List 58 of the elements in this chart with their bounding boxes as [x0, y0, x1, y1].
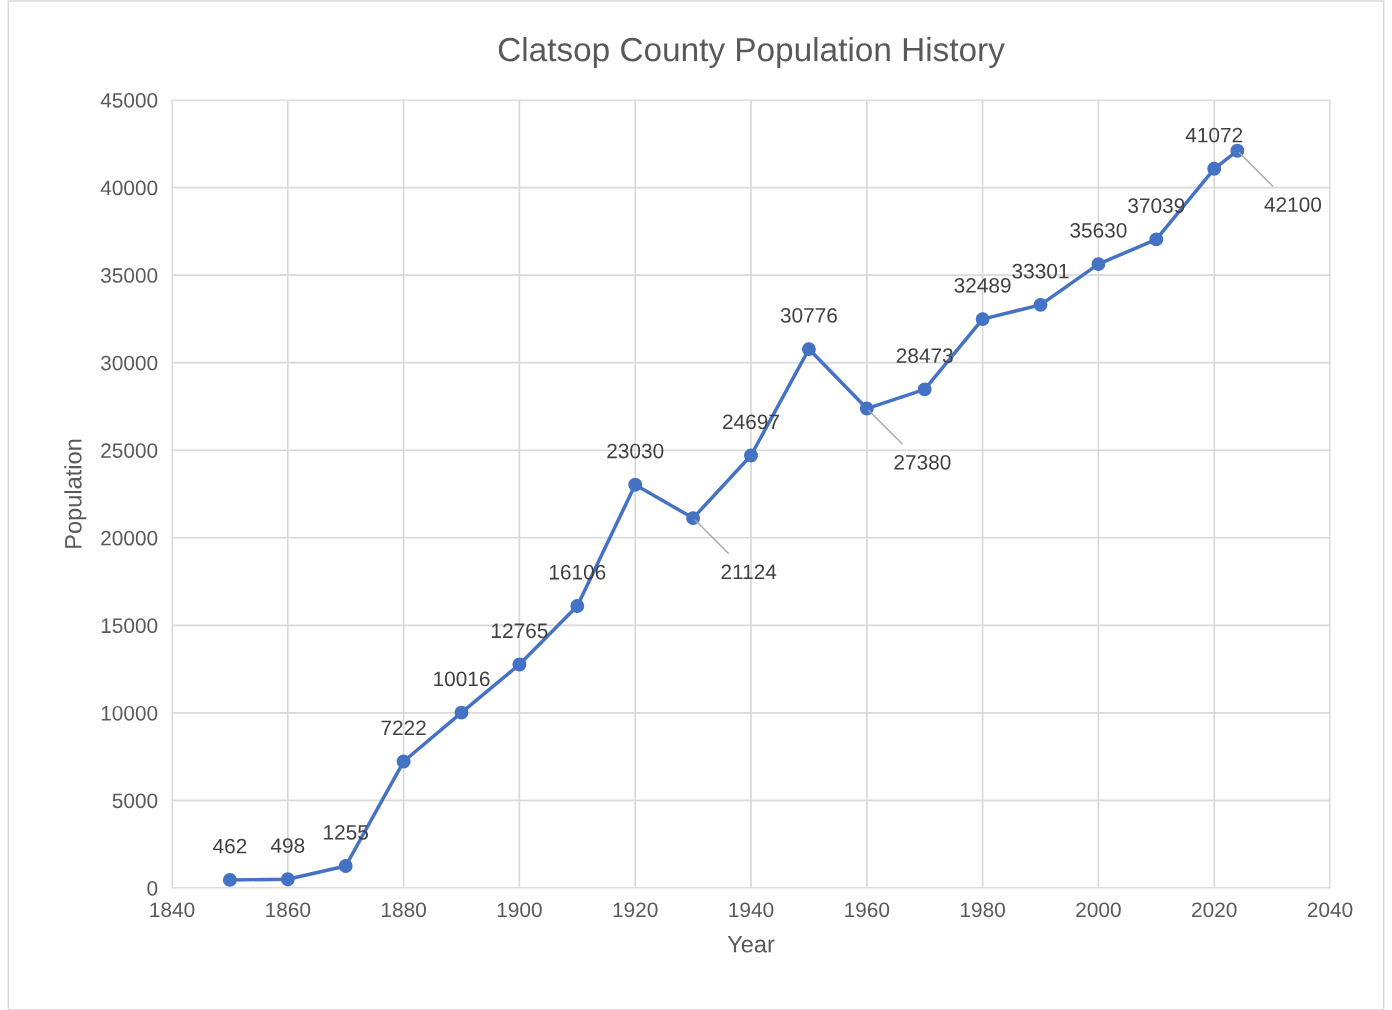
data-label: 27380 [894, 454, 951, 470]
point [1149, 232, 1164, 247]
point [396, 754, 411, 769]
x-tick-label: 1900 [497, 902, 542, 918]
data-label: 7222 [381, 720, 426, 735]
x-tick-label: 1840 [150, 902, 195, 918]
point [280, 872, 295, 887]
point [512, 657, 527, 672]
x-tick-label: 1940 [729, 902, 774, 918]
data-label: 462 [213, 838, 247, 854]
point [1033, 297, 1048, 312]
y-tick-label: 30000 [100, 355, 158, 371]
x-tick-label: 2040 [1307, 902, 1353, 918]
y-tick-label: 20000 [101, 530, 158, 546]
x-tick-label: 2020 [1192, 902, 1237, 918]
x-axis-title: Year [727, 936, 775, 953]
y-tick-label: 45000 [100, 93, 158, 108]
data-label: 35630 [1070, 222, 1127, 238]
point [744, 448, 758, 463]
data-label: 42100 [1264, 197, 1322, 212]
data-label: 10016 [434, 671, 490, 687]
x-tick-label: 1880 [382, 902, 426, 918]
point [338, 859, 353, 873]
y-tick-label: 40000 [100, 180, 158, 196]
x-tick-label: 1980 [961, 902, 1005, 918]
x-tick-label: 1960 [845, 902, 890, 918]
data-label: 12765 [492, 623, 548, 639]
point [628, 477, 643, 492]
point [975, 312, 990, 327]
data-label: 41072 [1185, 127, 1243, 143]
data-label: 23030 [607, 443, 664, 459]
point [859, 401, 874, 416]
data-label: 33301 [1012, 263, 1069, 279]
point [222, 872, 237, 887]
y-tick-label: 0 [147, 881, 158, 896]
x-tick-label: 1920 [613, 902, 658, 918]
y-tick-label: 15000 [101, 618, 158, 634]
point [454, 705, 469, 720]
y-tick-label: 5000 [112, 793, 158, 809]
point [686, 511, 701, 526]
point [570, 599, 585, 613]
y-tick-label: 10000 [101, 705, 158, 721]
point [1207, 161, 1222, 176]
y-axis-title: Population [64, 439, 87, 548]
x-tick-label: 1860 [266, 902, 311, 918]
point [1230, 143, 1245, 158]
point [801, 342, 816, 357]
chart-title: Clatsop County Population History [498, 36, 1005, 69]
y-tick-label: 35000 [100, 268, 158, 283]
data-label: 28473 [896, 348, 953, 364]
data-label: 21124 [721, 564, 777, 580]
data-label: 32489 [954, 277, 1011, 293]
y-tick-label: 25000 [101, 443, 158, 458]
point [1091, 257, 1106, 272]
data-label: 30776 [780, 307, 837, 323]
point [917, 382, 932, 397]
data-label: 498 [270, 838, 305, 853]
x-tick-label: 2000 [1076, 902, 1121, 918]
